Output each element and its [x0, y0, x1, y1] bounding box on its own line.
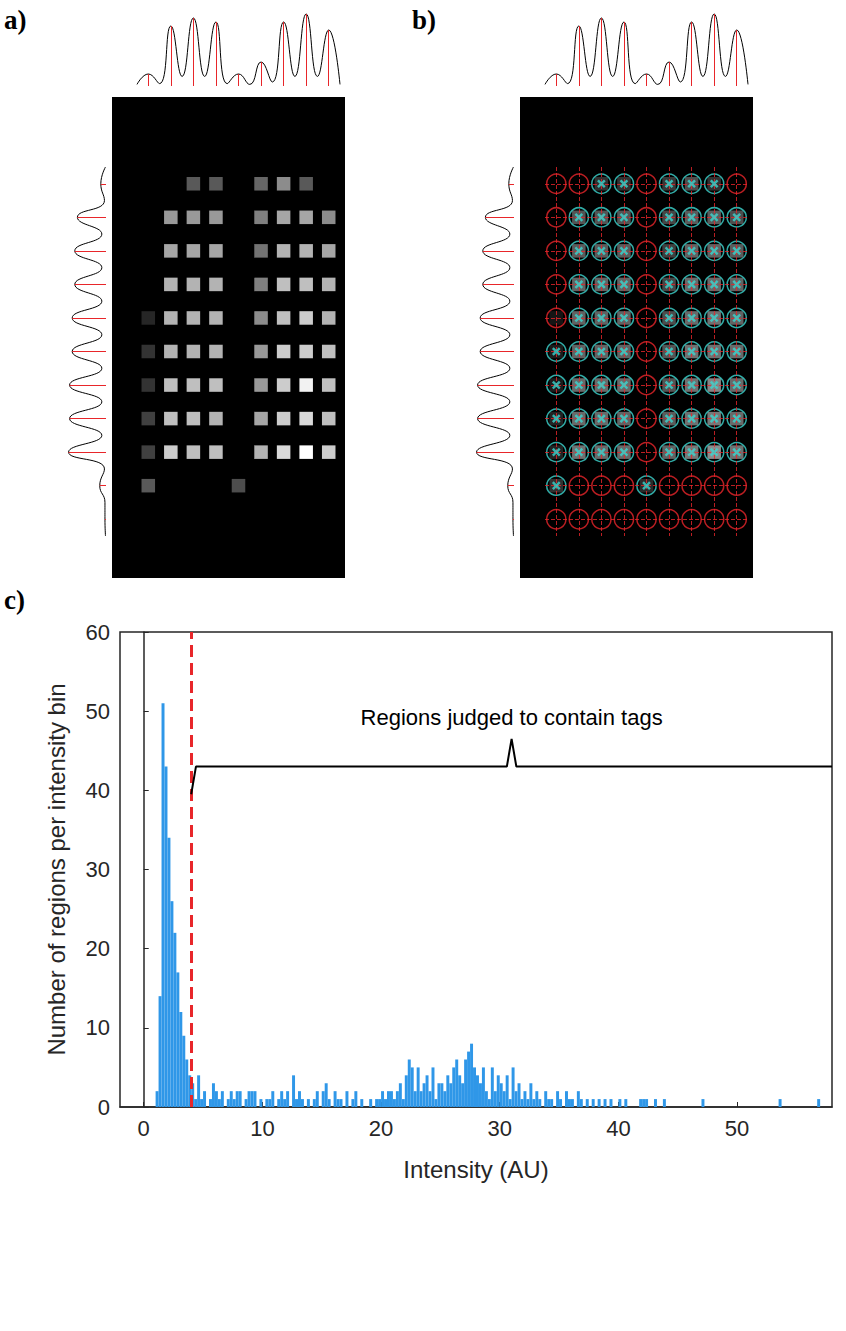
svg-text:Regions judged to contain tags: Regions judged to contain tags: [361, 705, 663, 730]
svg-text:0: 0: [98, 1095, 110, 1120]
svg-text:20: 20: [369, 1116, 393, 1141]
svg-text:50: 50: [725, 1116, 749, 1141]
svg-text:20: 20: [86, 936, 110, 961]
svg-text:30: 30: [487, 1116, 511, 1141]
svg-text:50: 50: [86, 699, 110, 724]
svg-text:10: 10: [86, 1015, 110, 1040]
svg-text:60: 60: [86, 620, 110, 645]
svg-text:30: 30: [86, 857, 110, 882]
svg-text:Number of regions per intensit: Number of regions per intensity bin: [43, 683, 70, 1055]
svg-text:40: 40: [86, 778, 110, 803]
svg-text:b): b): [412, 5, 436, 35]
svg-text:c): c): [4, 585, 25, 615]
svg-text:0: 0: [138, 1116, 150, 1141]
svg-text:10: 10: [250, 1116, 274, 1141]
svg-text:Intensity (AU): Intensity (AU): [403, 1156, 548, 1183]
svg-text:40: 40: [606, 1116, 630, 1141]
svg-text:a): a): [4, 5, 27, 35]
